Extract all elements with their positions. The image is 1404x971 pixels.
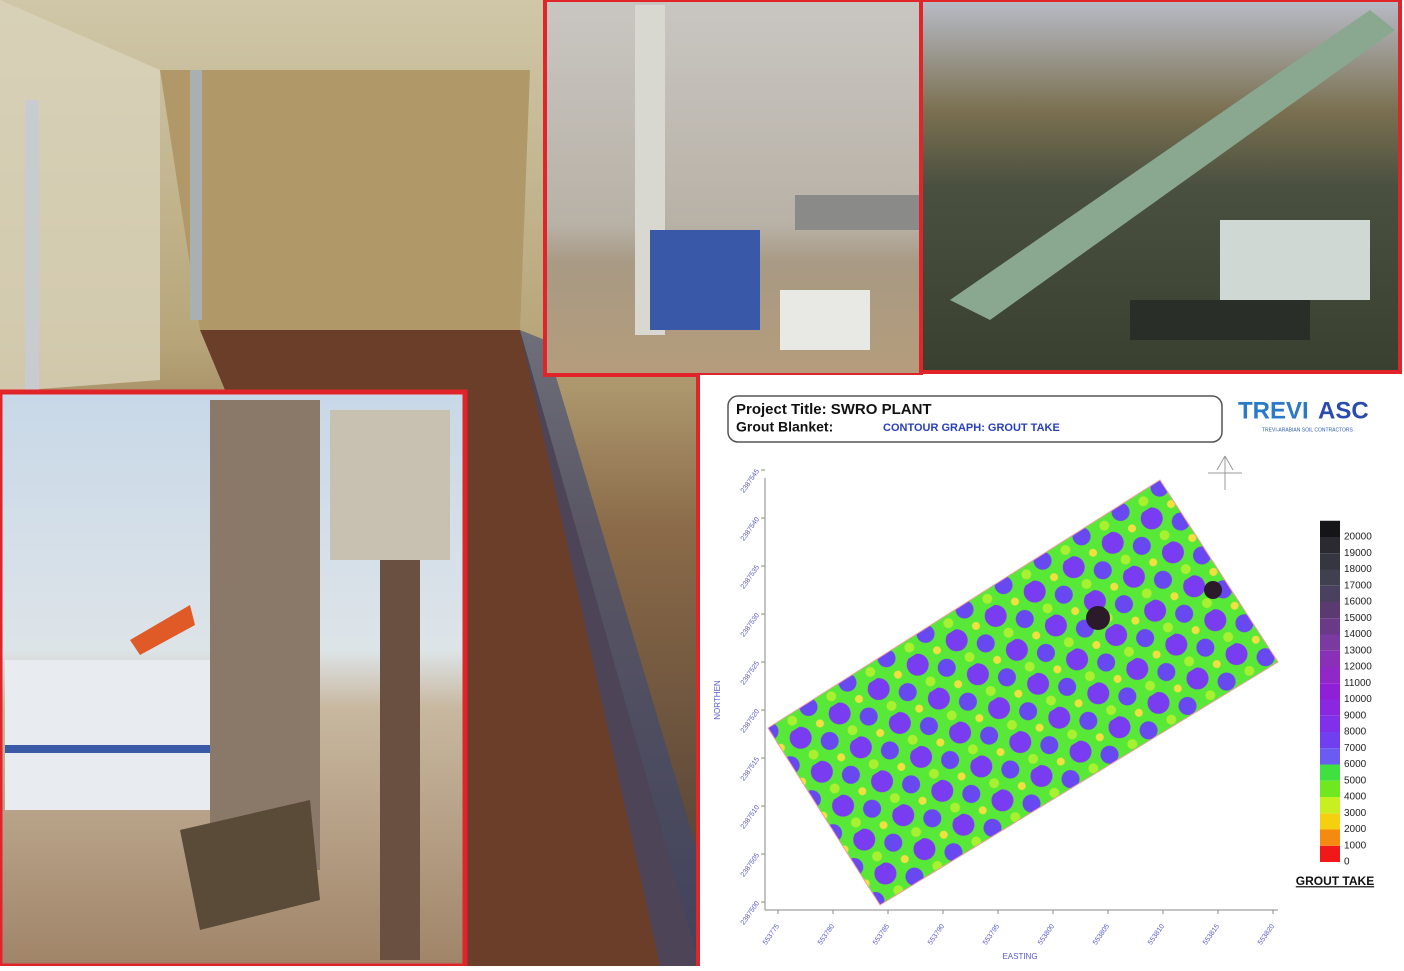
tracks [1130,300,1310,340]
rig-stripe [5,745,305,753]
tarp [520,330,700,966]
legend-label: 3000 [1344,808,1367,819]
legend-swatch [1320,732,1340,749]
legend-label: 4000 [1344,792,1367,803]
grout-blanket-label: Grout Blanket: [736,419,833,435]
tracks [180,800,320,930]
legend-label: 12000 [1344,662,1372,673]
rotary-head [330,410,450,560]
legend-swatch [1320,845,1340,862]
legend-label: 15000 [1344,613,1372,624]
legend-label: 11000 [1344,678,1372,689]
legend-label: 20000 [1344,532,1372,543]
x-axis-label: EASTING [1002,952,1037,961]
project-title: Project Title: SWRO PLANT [736,401,932,418]
legend-swatch [1320,667,1340,684]
legend-swatch [1320,585,1340,602]
legend-swatch [1320,813,1340,830]
north-arrow [1208,455,1242,490]
legend-swatch [1320,829,1340,846]
legend-swatch [1320,537,1340,554]
legend-label: 17000 [1344,580,1372,591]
rig-engine [780,290,870,350]
mast [950,10,1395,320]
pit-wall [160,70,530,330]
legend-swatch [1320,650,1340,667]
y-axis-label: NORTHEN [713,680,722,720]
logo-tagline: TREVI-ARABIAN SOIL CONTRACTORS [1262,427,1354,433]
legend-label: 0 [1344,857,1350,868]
legend-label: 1000 [1344,840,1367,851]
legend-swatch [1320,520,1340,537]
legend-label: 2000 [1344,824,1367,835]
legend-swatch [1320,602,1340,619]
legend-label: 10000 [1344,694,1372,705]
legend-label: 7000 [1344,743,1367,754]
legend-swatch [1320,618,1340,635]
legend-label: 16000 [1344,597,1372,608]
legend-title: GROUT TAKE [1296,874,1374,888]
pit-wall [0,0,160,392]
tank [795,195,920,230]
logo-trevi: TREVI [1238,397,1309,424]
legend-swatch [1320,683,1340,700]
legend-swatch [1320,748,1340,765]
pipe [190,70,202,320]
title-box [727,395,1223,443]
legend-label: 18000 [1344,564,1372,575]
legend-swatch [1320,569,1340,586]
legend-swatch [1320,553,1340,570]
legend-swatch [1320,699,1340,716]
color-legend: 0 1000 2000 3000 4000 5000 6000 7000 8000 9000 100… [1320,520,1372,868]
excavator [130,605,195,655]
legend-swatch [1320,797,1340,814]
pipe [25,100,39,390]
legend-label: 14000 [1344,629,1372,640]
legend-swatch [1320,715,1340,732]
legend-swatch [1320,780,1340,797]
mast [210,400,320,870]
contour-peak [1086,606,1110,630]
kelly-bar [380,560,420,960]
contour-peak [1204,581,1222,599]
grout-blanket-value: CONTOUR GRAPH: GROUT TAKE [883,422,1060,434]
legend-label: 8000 [1344,727,1367,738]
contour-area [767,479,1279,906]
legend-swatch [1320,764,1340,781]
frame-border [696,375,700,966]
rig-body [650,230,760,330]
legend-swatch [1320,634,1340,651]
legend-label: 5000 [1344,775,1367,786]
legend-label: 9000 [1344,710,1367,721]
legend-label: 13000 [1344,645,1372,656]
legend-label: 19000 [1344,548,1372,559]
logo-asc: ASC [1318,397,1369,424]
rig-engine [1220,220,1370,300]
legend-label: 6000 [1344,759,1367,770]
